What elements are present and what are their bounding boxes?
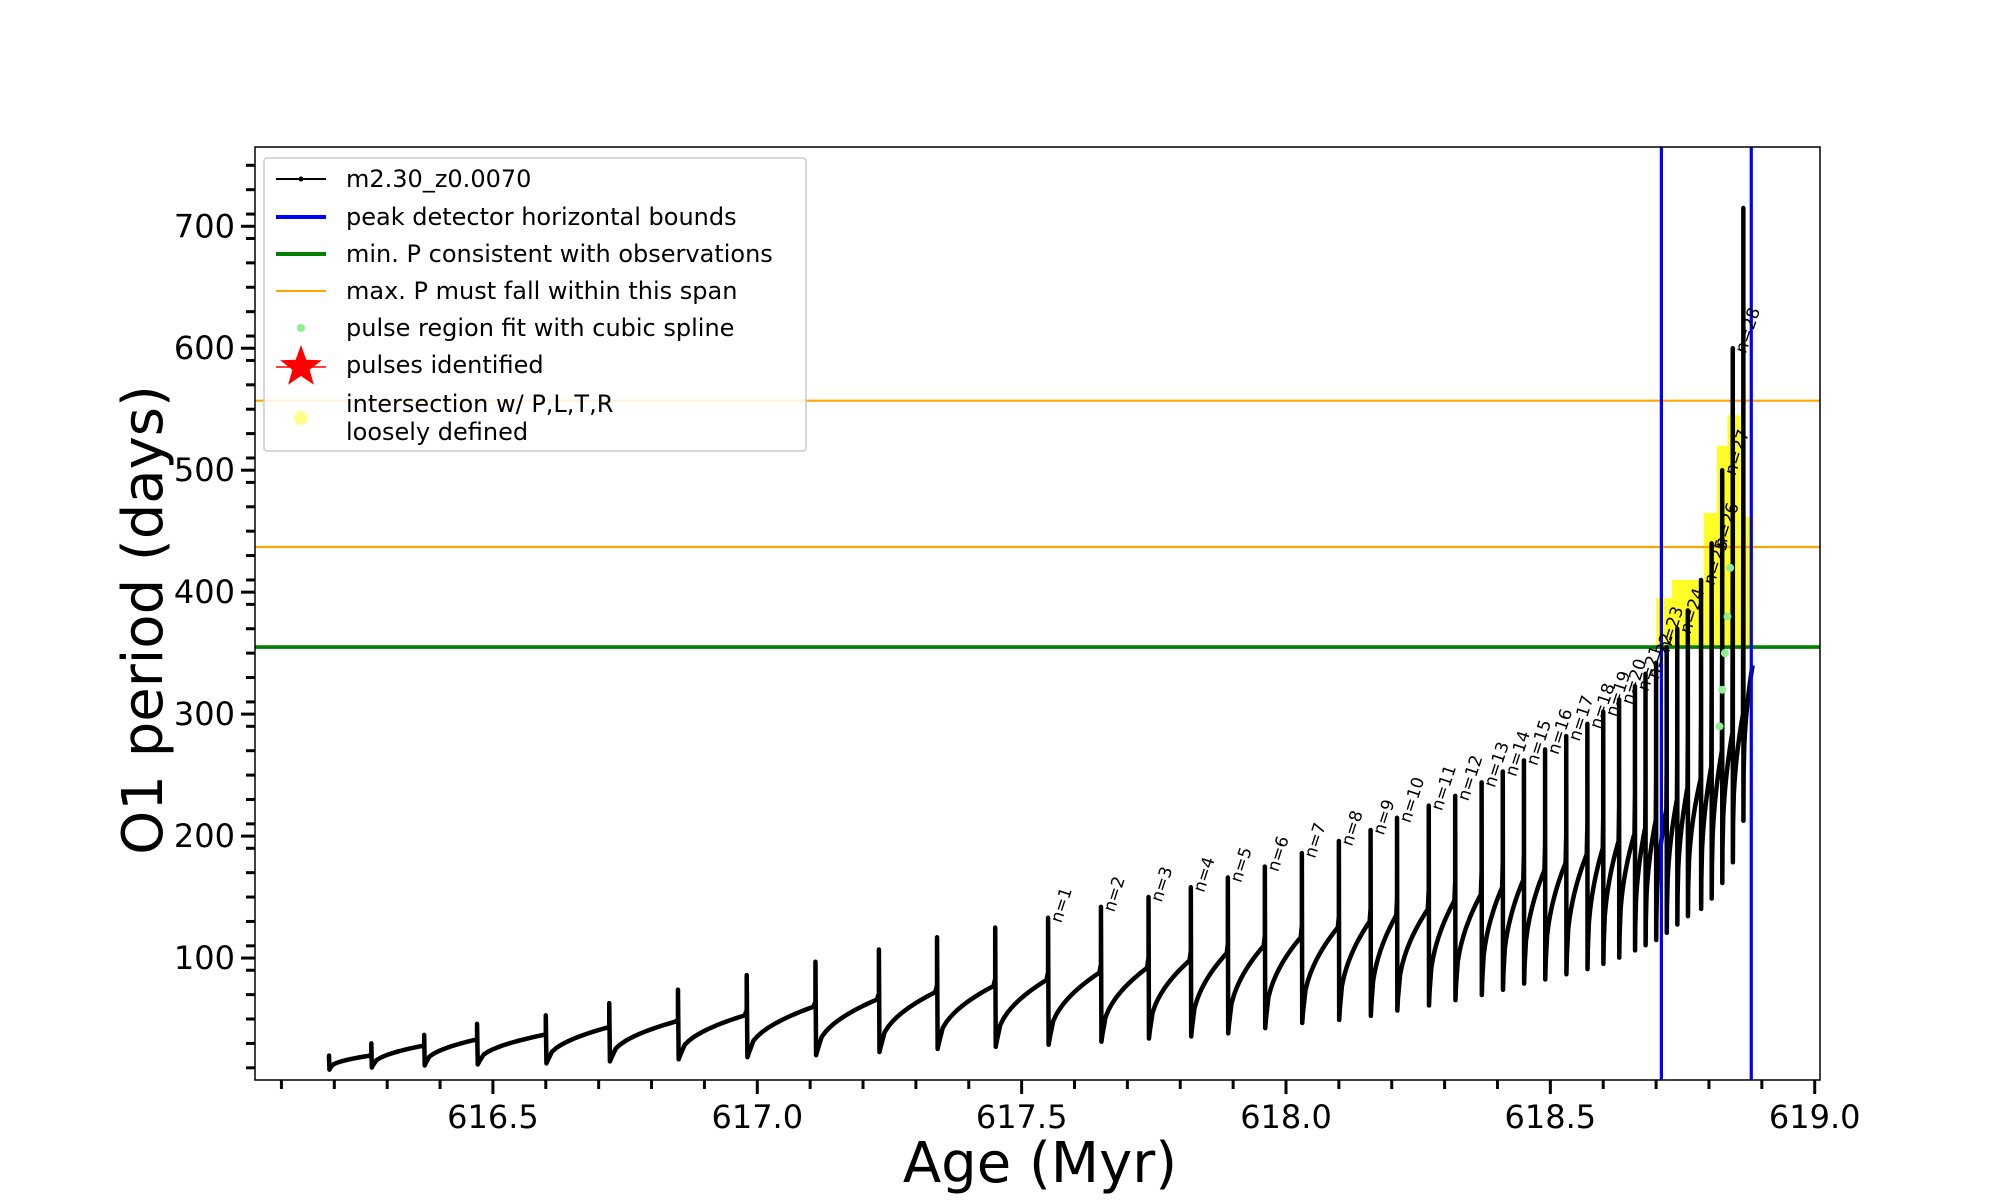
legend-entry-label: peak detector horizontal bounds bbox=[346, 203, 737, 231]
spline-point bbox=[1723, 612, 1732, 621]
plot-frame bbox=[254, 146, 1821, 1081]
y-tick-label: 400 bbox=[174, 573, 235, 611]
legend-box bbox=[263, 157, 807, 452]
legend-entry-line: peak detector horizontal bounds bbox=[346, 203, 737, 231]
plot-content bbox=[255, 147, 1820, 1080]
legend-entry-label: intersection w/ P,L,T,R loosely defined bbox=[346, 390, 613, 446]
legend-entry-label: min. P consistent with observations bbox=[346, 240, 773, 268]
legend-entry-line: max. P must fall within this span bbox=[346, 277, 737, 305]
spline-point bbox=[1718, 685, 1727, 694]
x-tick-label: 616.5 bbox=[447, 1098, 539, 1136]
legend-pulses-star bbox=[280, 345, 322, 385]
y-tick-label: 100 bbox=[174, 939, 235, 977]
legend-series-marker bbox=[298, 176, 304, 182]
plot-area: n=1 n=2 n=3 n=4 n=5 n=6 n=7 n=8 n=9n=10n=11n=12n… bbox=[255, 147, 1820, 1080]
y-tick-label: 300 bbox=[174, 695, 235, 733]
legend-entry-label: pulse region fit with cubic spline bbox=[346, 314, 734, 342]
x-axis-label: Age (Myr) bbox=[903, 1131, 1177, 1196]
spline-point bbox=[1715, 722, 1724, 731]
legend-entry-line: intersection w/ P,L,T,R bbox=[346, 390, 613, 418]
legend-entry-label: m2.30_z0.0070 bbox=[346, 165, 531, 193]
axes: 616.5 617.0 617.5 618.0 618.5 619.0 100 200 300 4… bbox=[174, 146, 1861, 1136]
legend-spline-swatch bbox=[297, 324, 305, 332]
legend-entry-line: m2.30_z0.0070 bbox=[346, 165, 531, 193]
x-tick-label: 619.0 bbox=[1769, 1098, 1861, 1136]
legend-entry-line: pulses identified bbox=[346, 351, 544, 379]
y-tick-label: 600 bbox=[174, 329, 235, 367]
y-tick-label: 700 bbox=[174, 207, 235, 245]
legend-entry-line: loosely defined bbox=[346, 418, 528, 446]
legend-entry-label: pulses identified bbox=[346, 351, 544, 379]
x-tick-label: 618.0 bbox=[1240, 1098, 1332, 1136]
series-line bbox=[326, 205, 1755, 1072]
x-tick-label: 618.5 bbox=[1505, 1098, 1597, 1136]
spline-point bbox=[1726, 563, 1735, 572]
y-tick-label: 200 bbox=[174, 817, 235, 855]
y-tick-label: 500 bbox=[174, 451, 235, 489]
y-axis-label: O1 period (days) bbox=[111, 385, 176, 855]
legend-entry-line: pulse region fit with cubic spline bbox=[346, 314, 734, 342]
legend-entry-label: max. P must fall within this span bbox=[346, 277, 737, 305]
x-tick-label: 617.5 bbox=[976, 1098, 1068, 1136]
spline-point bbox=[1720, 649, 1729, 658]
legend-entry-line: min. P consistent with observations bbox=[346, 240, 773, 268]
legend-intersection-swatch bbox=[294, 411, 308, 425]
x-tick-label: 617.0 bbox=[711, 1098, 803, 1136]
